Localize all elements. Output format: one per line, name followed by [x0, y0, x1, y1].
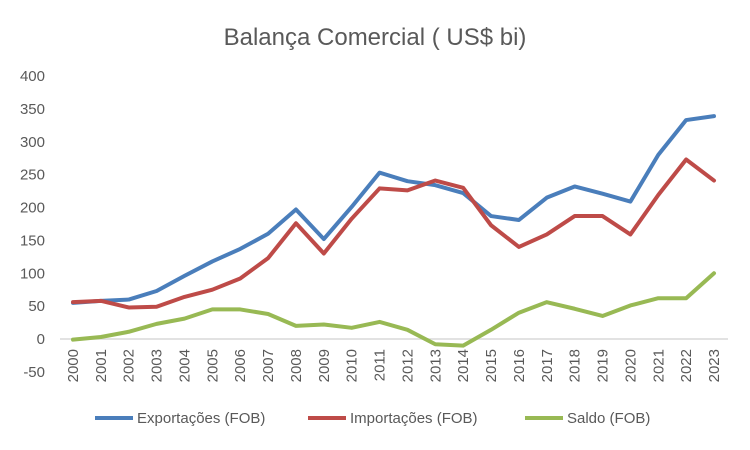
y-tick-label: 400 — [20, 68, 45, 85]
x-tick-label: 2010 — [344, 349, 361, 382]
legend-label: Exportações (FOB) — [137, 410, 265, 427]
x-tick-label: 2017 — [539, 349, 556, 382]
x-tick-label: 2020 — [622, 349, 639, 382]
x-tick-label: 2016 — [511, 349, 528, 382]
y-tick-label: 100 — [20, 265, 45, 282]
x-tick-label: 2022 — [678, 349, 695, 382]
x-tick-label: 2009 — [316, 349, 333, 382]
y-tick-label: -50 — [23, 364, 45, 381]
x-tick-label: 2018 — [567, 349, 584, 382]
x-tick-label: 2000 — [65, 349, 82, 382]
x-tick-label: 2019 — [595, 349, 612, 382]
series-line-1 — [71, 157, 716, 310]
x-tick-label: 2002 — [121, 349, 138, 382]
y-tick-label: 150 — [20, 232, 45, 249]
x-tick-label: 2014 — [455, 349, 472, 382]
chart-title: Balança Comercial ( US$ bi) — [224, 24, 527, 51]
x-tick-label: 2023 — [706, 349, 723, 382]
x-tick-label: 2015 — [483, 349, 500, 382]
x-tick-label: 2011 — [372, 349, 389, 381]
x-tick-label: 2003 — [149, 349, 166, 382]
y-tick-label: 350 — [20, 101, 45, 118]
y-tick-label: 300 — [20, 134, 45, 151]
legend-label: Saldo (FOB) — [567, 410, 650, 427]
y-tick-label: 250 — [20, 167, 45, 184]
x-tick-label: 2001 — [93, 349, 110, 382]
x-tick-label: 2005 — [204, 349, 221, 382]
x-tick-label: 2021 — [650, 349, 667, 382]
y-tick-label: 0 — [37, 331, 45, 348]
x-tick-label: 2013 — [427, 349, 444, 382]
x-tick-label: 2012 — [399, 349, 416, 382]
series-line-2 — [71, 271, 716, 348]
x-tick-label: 2004 — [176, 349, 193, 382]
y-tick-label: 50 — [28, 298, 45, 315]
series-line-0 — [71, 114, 716, 305]
x-tick-label: 2007 — [260, 349, 277, 382]
y-tick-label: 200 — [20, 200, 45, 217]
x-tick-label: 2006 — [232, 349, 249, 382]
x-tick-label: 2008 — [288, 349, 305, 382]
legend-label: Importações (FOB) — [350, 410, 478, 427]
